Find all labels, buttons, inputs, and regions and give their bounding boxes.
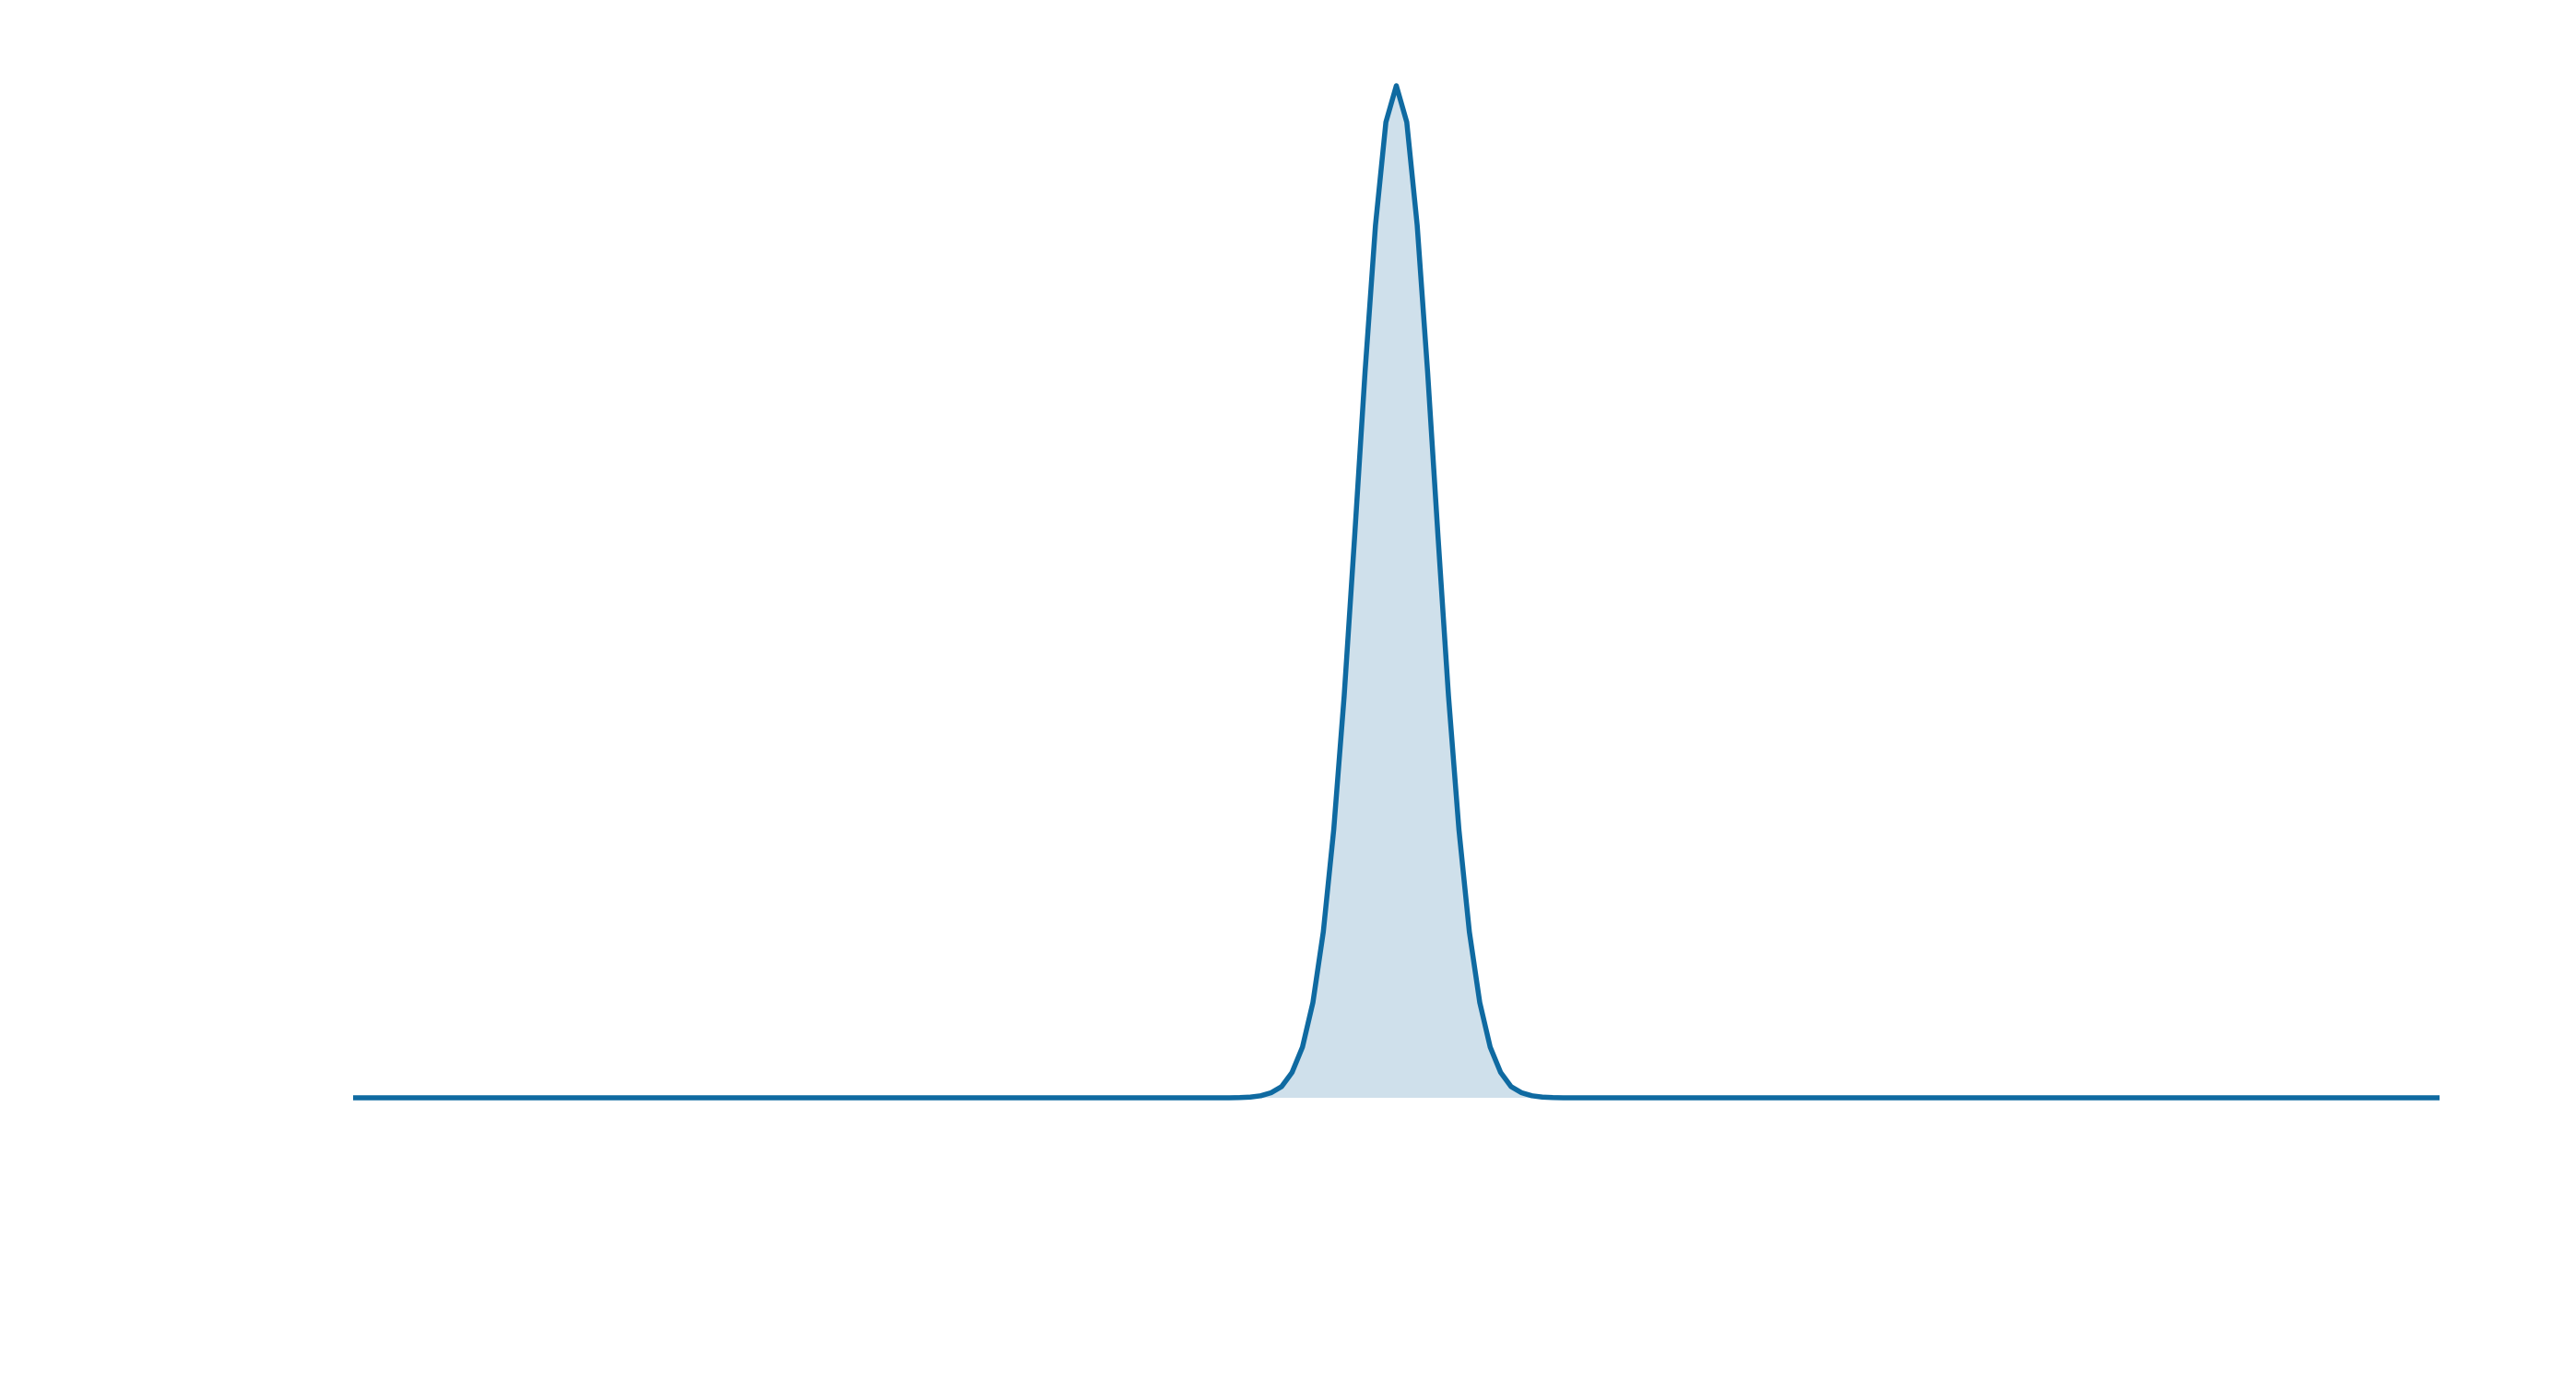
area-fill (353, 86, 2440, 1098)
density-line (353, 83, 2440, 1101)
